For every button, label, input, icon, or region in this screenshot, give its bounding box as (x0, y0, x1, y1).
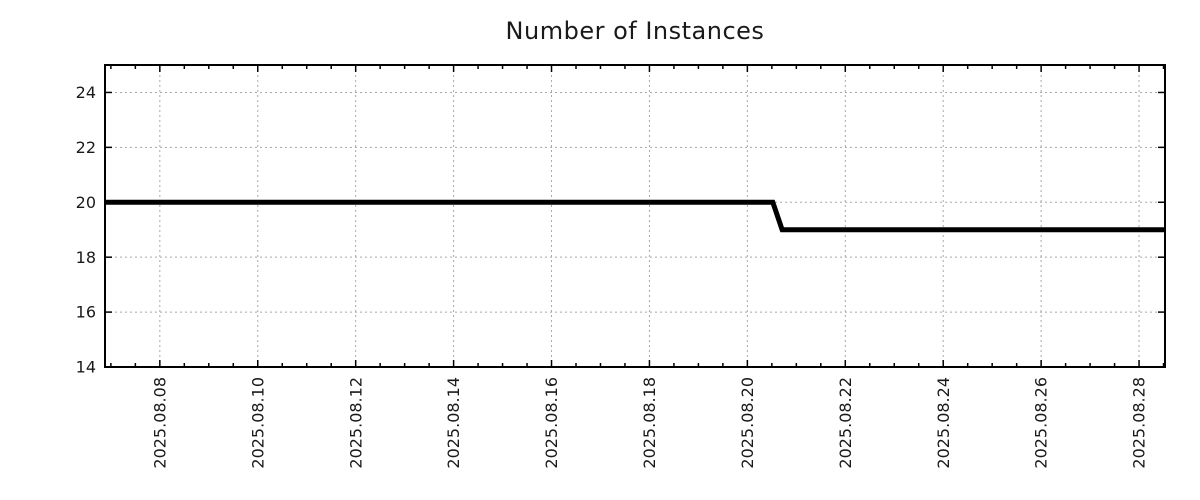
x-tick-label: 2025.08.10 (248, 377, 267, 469)
x-tick-label: 2025.08.24 (934, 377, 953, 469)
x-tick-label: 2025.08.20 (738, 377, 757, 469)
x-tick-label: 2025.08.26 (1032, 377, 1051, 469)
x-tick-label: 2025.08.12 (346, 377, 365, 469)
y-tick-label: 18 (76, 248, 96, 267)
y-tick-label: 22 (76, 138, 96, 157)
x-tick-label: 2025.08.16 (542, 377, 561, 469)
data-line-instances (105, 199, 1165, 233)
y-tick-label: 16 (76, 303, 96, 322)
y-tick-label: 14 (76, 358, 96, 377)
x-tick-label: 2025.08.14 (444, 377, 463, 469)
x-tick-label: 2025.08.22 (836, 377, 855, 469)
y-tick-label: 24 (76, 83, 96, 102)
x-tick-label: 2025.08.18 (640, 377, 659, 469)
x-tick-label: 2025.08.28 (1130, 377, 1149, 469)
x-tick-label: 2025.08.08 (150, 377, 169, 469)
chart-title: Number of Instances (505, 17, 765, 45)
plot-border (104, 64, 1166, 368)
y-tick-label: 20 (76, 193, 96, 212)
